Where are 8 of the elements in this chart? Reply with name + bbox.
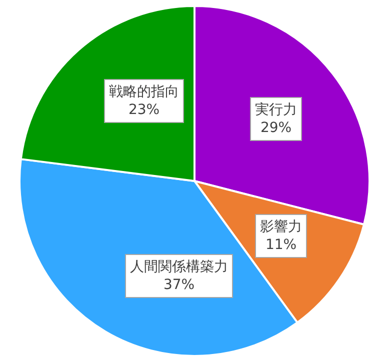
data-label: 23% [128,102,160,118]
slice-label: 戦略的指向 [109,84,179,100]
data-label: 37% [163,277,195,294]
data-label: 11% [265,237,297,254]
data-label: 29% [260,120,292,136]
slice-label: 実行力 [255,102,297,118]
slice-label: 影響力 [260,219,302,235]
slice-label: 人間関係構築力 [130,259,228,275]
